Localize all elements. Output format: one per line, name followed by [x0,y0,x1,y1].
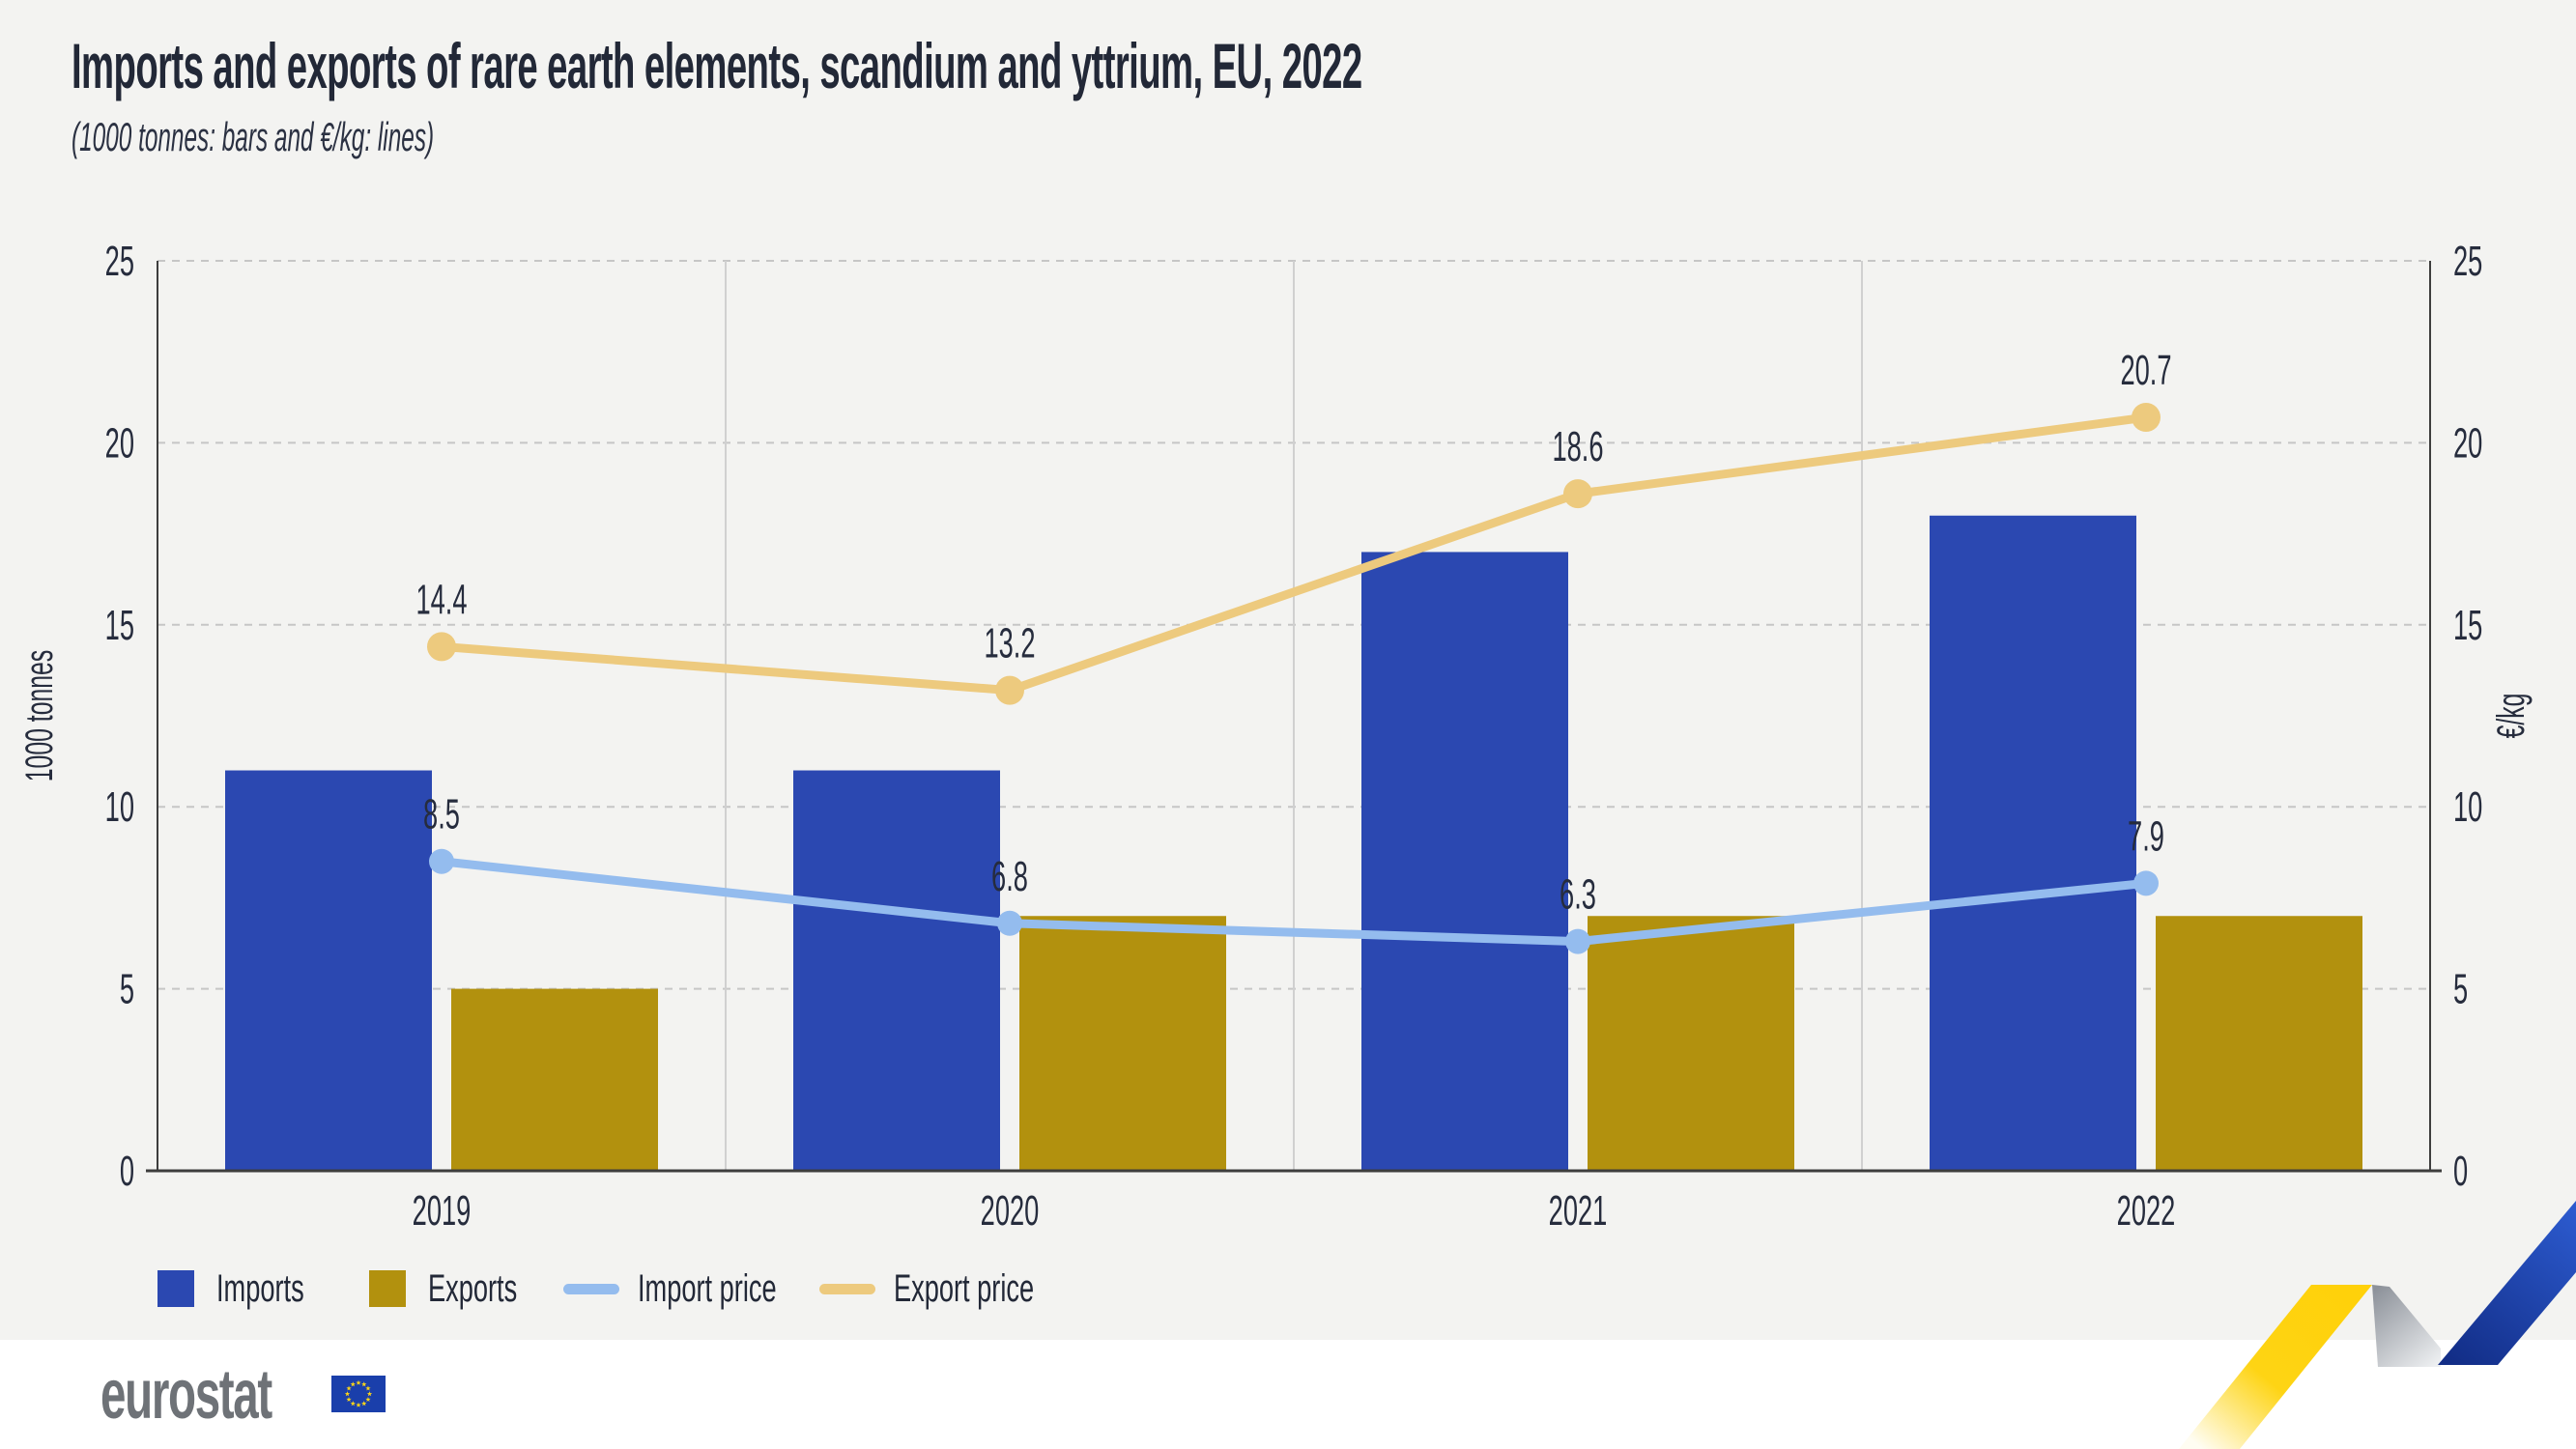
eu-flag-star [350,1381,356,1387]
tick-left-5: 5 [120,965,134,1012]
point-import-price-2020[interactable] [997,910,1022,936]
data-label-export-price-2022: 20.7 [2120,346,2171,393]
legend-label-imports[interactable]: Imports [216,1267,304,1310]
tick-left-25: 25 [105,237,134,284]
legend-label-exports[interactable]: Exports [428,1267,518,1310]
tick-left-0: 0 [120,1147,134,1194]
data-label-import-price-2020: 6.8 [991,852,1028,899]
eu-flag-star [350,1401,356,1406]
legend-swatch-export-price[interactable] [819,1284,875,1294]
eu-flag-star [365,1396,371,1403]
page-title: Imports and exports of rare earth elemen… [72,30,1362,101]
y-axis-left-title: 1000 tonnes [18,650,61,781]
x-label-2019: 2019 [413,1186,472,1234]
ribbon-blue-band [2438,1201,2576,1365]
data-label-export-price-2019: 14.4 [415,576,467,623]
point-import-price-2021[interactable] [1565,928,1590,954]
legend-swatch-exports[interactable] [369,1270,406,1307]
tick-right-25: 25 [2453,237,2482,284]
bar-imports-2019[interactable] [225,770,432,1171]
point-import-price-2019[interactable] [429,848,454,874]
x-label-2021: 2021 [1549,1186,1608,1234]
bar-imports-2021[interactable] [1361,552,1568,1171]
decorative-ribbon [2179,1201,2576,1449]
eu-flag-icon [331,1376,386,1412]
legend-swatch-imports[interactable] [157,1270,194,1307]
ribbon-gray-band [2372,1285,2441,1367]
data-label-import-price-2019: 8.5 [423,790,460,838]
point-export-price-2020[interactable] [995,675,1024,705]
data-label-import-price-2022: 7.9 [2128,812,2164,860]
eu-flag-star [356,1379,361,1385]
page-subtitle: (1000 tonnes: bars and €/kg: lines) [72,114,435,159]
tick-right-5: 5 [2453,965,2468,1012]
legend-swatch-import-price[interactable] [563,1284,619,1294]
tick-left-10: 10 [105,783,134,831]
tick-left-15: 15 [105,601,134,648]
bar-exports-2020[interactable] [1019,916,1226,1171]
eurostat-logo-text: eurostat [100,1356,272,1434]
line-import-price [437,857,2151,947]
eu-flag-star [346,1396,352,1403]
eu-flag-star [344,1391,351,1397]
data-label-export-price-2021: 18.6 [1552,422,1603,469]
tick-right-10: 10 [2453,783,2482,831]
bar-exports-2021[interactable] [1588,916,1794,1171]
bar-exports-2019[interactable] [451,988,658,1171]
legend-label-import-price[interactable]: Import price [638,1267,777,1310]
eu-flag-star [346,1385,352,1391]
data-label-import-price-2021: 6.3 [1560,870,1596,918]
line-export-price [437,412,2151,696]
footer-band [0,1340,2576,1449]
eu-flag-star [361,1401,367,1406]
point-export-price-2021[interactable] [1563,479,1592,509]
point-export-price-2022[interactable] [2132,403,2161,433]
point-export-price-2019[interactable] [427,632,456,662]
data-label-export-price-2020: 13.2 [984,619,1035,667]
bar-imports-2022[interactable] [1930,515,2136,1171]
bar-exports-2022[interactable] [2156,916,2362,1171]
x-label-2022: 2022 [2117,1186,2176,1234]
bar-imports-2020[interactable] [793,770,1000,1171]
legend-label-export-price[interactable]: Export price [894,1267,1035,1310]
eu-flag-star [366,1391,373,1397]
point-import-price-2022[interactable] [2133,870,2159,896]
eu-flag-star [365,1385,371,1391]
tick-left-20: 20 [105,419,134,467]
eu-flag-star [356,1402,361,1407]
eu-flag-star [361,1381,367,1387]
ribbon-yellow-band [2179,1285,2372,1449]
tick-right-15: 15 [2453,601,2482,648]
y-axis-right-title: €/kg [2490,694,2533,739]
x-label-2020: 2020 [981,1186,1040,1234]
tick-right-0: 0 [2453,1147,2468,1194]
tick-right-20: 20 [2453,419,2482,467]
